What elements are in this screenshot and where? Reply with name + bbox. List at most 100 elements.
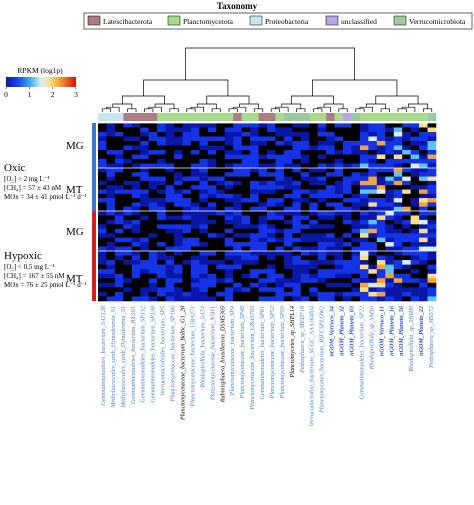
heatmap-cell xyxy=(427,255,437,261)
heatmap-cell xyxy=(165,189,175,195)
heatmap-cell xyxy=(106,123,116,128)
heatmap-cell xyxy=(359,123,369,128)
heatmap-cell xyxy=(351,176,361,182)
heatmap-cell xyxy=(250,224,259,230)
heatmap-cell xyxy=(351,251,361,256)
heatmap-cell xyxy=(326,282,335,288)
heatmap-cell xyxy=(334,206,344,212)
heatmap-cell xyxy=(174,278,183,284)
heatmap-cell xyxy=(292,172,302,177)
heatmap-cell xyxy=(376,251,386,256)
heatmap-cell xyxy=(250,145,259,151)
heatmap-cell xyxy=(106,233,116,238)
heatmap-cell xyxy=(283,198,293,203)
heatmap-cell xyxy=(368,251,378,256)
heatmap-cell xyxy=(359,206,369,212)
heatmap-cell xyxy=(216,163,226,169)
heatmap-cell xyxy=(393,282,403,288)
heatmap-cell xyxy=(207,127,217,133)
heatmap-cell xyxy=(131,215,141,221)
taxa-label: Gemmatimonadetes_bacterium_SP22 xyxy=(358,306,365,399)
heatmap-cell xyxy=(165,228,175,234)
heatmap-cell xyxy=(326,180,335,186)
heatmap-cell xyxy=(343,215,352,221)
heatmap-cell xyxy=(359,264,369,270)
heatmap-cell xyxy=(190,296,200,302)
heatmap-cell xyxy=(157,193,166,199)
heatmap-cell xyxy=(275,154,285,160)
heatmap-cell xyxy=(368,127,378,133)
heatmap-cell xyxy=(393,246,403,252)
heatmap-cell xyxy=(351,211,361,216)
heatmap-cell xyxy=(216,269,226,275)
heatmap-cell xyxy=(98,141,107,146)
heatmap-cell xyxy=(427,219,437,225)
subgroup-label: MT xyxy=(66,184,83,196)
heatmap-cell xyxy=(267,260,276,265)
heatmap-cell xyxy=(317,193,327,199)
heatmap-cell xyxy=(343,255,352,261)
heatmap-cell xyxy=(385,185,395,190)
heatmap-cell xyxy=(359,291,369,297)
heatmap-cell xyxy=(292,176,302,182)
heatmap-cell xyxy=(140,269,149,275)
heatmap-cell xyxy=(190,185,200,190)
heatmap-cell xyxy=(258,264,268,270)
heatmap-cell xyxy=(190,287,200,293)
heatmap-cell xyxy=(258,123,268,128)
taxonomy-cell xyxy=(368,113,378,121)
heatmap-cell xyxy=(140,246,149,252)
heatmap-cell xyxy=(241,172,251,177)
heatmap-cell xyxy=(165,242,175,247)
heatmap-cell xyxy=(106,141,116,146)
heatmap-cell xyxy=(292,233,302,238)
heatmap-cell xyxy=(410,251,420,256)
heatmap-cell xyxy=(410,255,420,261)
heatmap-cell xyxy=(233,132,242,137)
heatmap-cell xyxy=(326,127,335,133)
heatmap-cell xyxy=(393,202,403,207)
heatmap-cell xyxy=(368,150,378,155)
heatmap-cell xyxy=(182,123,192,128)
heatmap-cell xyxy=(241,150,251,155)
taxonomy-cell xyxy=(114,113,124,121)
heatmap-cell xyxy=(283,168,293,173)
heatmap-cell xyxy=(190,202,200,207)
heatmap-cell xyxy=(140,255,149,261)
heatmap-cell xyxy=(148,269,158,275)
heatmap-cell xyxy=(419,273,428,279)
dendrogram-branch xyxy=(338,108,348,112)
heatmap-cell xyxy=(233,172,242,177)
heatmap-cell xyxy=(275,136,285,142)
heatmap-cell xyxy=(376,189,386,195)
heatmap-cell xyxy=(207,260,217,265)
heatmap-cell xyxy=(351,132,361,137)
heatmap-cell xyxy=(250,228,259,234)
heatmap-cell xyxy=(292,185,302,190)
heatmap-cell xyxy=(300,198,310,203)
heatmap-cell xyxy=(275,273,285,279)
heatmap-cell xyxy=(258,246,268,252)
heatmap-cell xyxy=(131,141,141,146)
heatmap-cell xyxy=(300,141,310,146)
heatmap-cell xyxy=(275,282,285,288)
heatmap-cell xyxy=(207,185,217,190)
heatmap-cell xyxy=(317,237,327,243)
heatmap-cell xyxy=(224,246,234,252)
heatmap-cell xyxy=(123,180,133,186)
heatmap-cell xyxy=(343,154,352,160)
heatmap-cell xyxy=(123,282,133,288)
heatmap-cell xyxy=(376,163,386,169)
heatmap-cell xyxy=(419,172,428,177)
heatmap-cell xyxy=(114,185,124,190)
heatmap-cell xyxy=(267,251,276,256)
heatmap-cell xyxy=(157,202,166,207)
heatmap-cell xyxy=(385,159,395,164)
heatmap-cell xyxy=(174,198,183,203)
heatmap-cell xyxy=(165,296,175,302)
heatmap-cell xyxy=(174,264,183,270)
heatmap-cell xyxy=(106,224,116,230)
heatmap-cell xyxy=(258,127,268,133)
heatmap-cell xyxy=(309,185,318,190)
